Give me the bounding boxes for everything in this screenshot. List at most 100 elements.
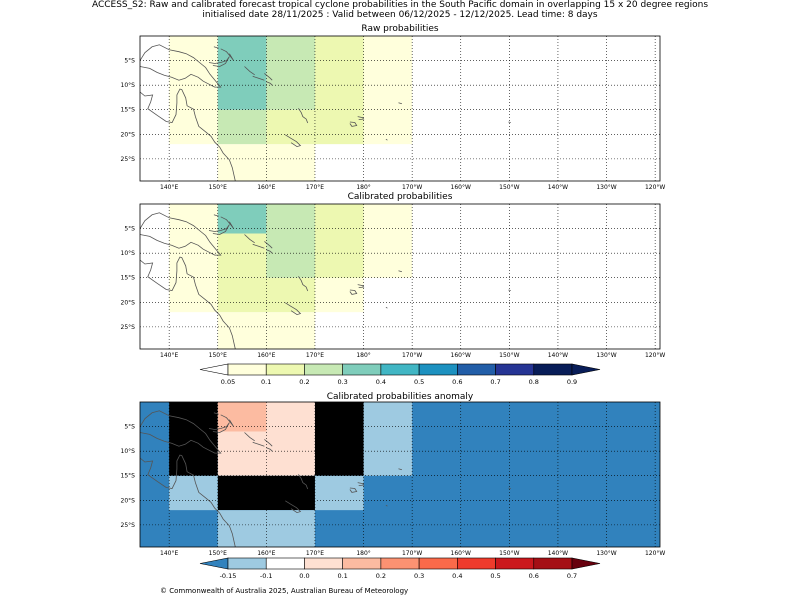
x-tick-label: 150°E [209, 550, 227, 557]
coastline [140, 454, 236, 547]
heatmap-cell [314, 475, 364, 511]
x-tick-label: 170°E [306, 184, 324, 191]
heatmap-cell [169, 475, 218, 511]
coastline [213, 412, 219, 415]
heatmap-cell [314, 402, 364, 476]
coastline [220, 414, 234, 427]
y-tick-label: 10°S [121, 82, 136, 89]
colorbar-tick-label: 0.1 [261, 378, 271, 386]
panel-frame [139, 35, 661, 182]
y-tick-label: 15°S [121, 275, 136, 282]
x-tick-label: 170°E [306, 550, 324, 557]
colorbar-tick-label: 0.2 [299, 378, 309, 386]
x-tick-label: 150°E [209, 352, 227, 359]
heatmap-cell [266, 36, 315, 110]
coastline [208, 422, 230, 433]
x-tick-label: 170°W [402, 184, 422, 191]
panel-frame [139, 203, 661, 350]
x-tick-label: 140°E [160, 184, 178, 191]
map-panel-0: 140°E 150°E 160°E 170°E 180° 170°W 160°W 150°W 1… [121, 35, 665, 191]
x-tick-label: 120°W [645, 352, 665, 359]
heatmap-cell [363, 36, 413, 145]
coastline [349, 487, 358, 493]
coastline [357, 284, 365, 288]
x-tick-label: 140°W [548, 352, 568, 359]
figure-title-line1: ACCESS_S2: Raw and calibrated forecast t… [91, 0, 709, 10]
heatmap-cell [217, 109, 267, 145]
colorbar-probabilities: 0.05 0.1 0.2 0.3 0.4 0.5 0.6 0.7 0.8 0.9 [199, 363, 601, 386]
heatmap-cell [314, 36, 364, 145]
colorbar-segment [342, 363, 382, 376]
colorbar-tick-label: 0.5 [490, 572, 500, 580]
coastline [264, 439, 273, 447]
colorbar-tick-label: 0.6 [452, 378, 462, 386]
coastline [208, 56, 230, 67]
coastline [508, 289, 511, 291]
x-tick-label: 160°W [451, 184, 471, 191]
coastline [285, 500, 302, 514]
colorbar-anomaly: -0.15 -0.1 0.0 0.1 0.2 0.3 0.4 0.5 0.6 0.7 [199, 557, 601, 580]
x-tick-label: 130°W [596, 550, 616, 557]
y-tick-label: 15°S [121, 107, 136, 114]
x-tick-label: 140°E [160, 550, 178, 557]
heatmap-cell [266, 109, 315, 145]
panel-frame [139, 401, 661, 548]
coastline [266, 81, 273, 86]
y-tick-label: 5°S [124, 424, 135, 431]
y-tick-label: 10°S [121, 448, 136, 455]
colorbar-tick-label: 0.0 [299, 572, 309, 580]
colorbar-tick-label: -0.1 [260, 572, 273, 580]
x-tick-label: 140°E [160, 352, 178, 359]
x-tick-label: 140°W [548, 550, 568, 557]
heatmap-cell [217, 36, 267, 110]
x-tick-label: 160°E [257, 184, 275, 191]
x-tick-label: 160°W [451, 352, 471, 359]
y-tick-label: 25°S [121, 522, 136, 529]
coastline [385, 138, 388, 141]
coastline [264, 73, 273, 81]
heatmap-cell [314, 277, 364, 313]
coastline [140, 410, 222, 454]
y-tick-label: 20°S [121, 131, 136, 138]
coastline [398, 468, 403, 471]
y-tick-label: 5°S [124, 58, 135, 65]
colorbar-segment [265, 557, 305, 570]
colorbar-tick-label: 0.4 [452, 572, 462, 580]
x-tick-label: 170°W [402, 550, 422, 557]
colorbar-segment [265, 363, 305, 376]
colorbar-segment [418, 363, 458, 376]
x-tick-label: 160°W [451, 550, 471, 557]
coastline [140, 44, 222, 88]
x-tick-label: 120°W [645, 550, 665, 557]
colorbar-segment [533, 363, 573, 376]
colorbar-over-extension [571, 557, 601, 570]
panel-title-calibrated: Calibrated probabilities [347, 192, 453, 202]
colorbar-tick-label: 0.8 [529, 378, 539, 386]
y-tick-label: 15°S [121, 473, 136, 480]
coastline [220, 216, 234, 229]
x-tick-label: 180° [356, 352, 370, 359]
x-tick-label: 170°W [402, 352, 422, 359]
coastline [213, 214, 219, 217]
x-tick-label: 150°E [209, 184, 227, 191]
colorbar-segment [342, 557, 382, 570]
coastline [208, 224, 230, 235]
coastline [385, 306, 388, 309]
heatmap-cell [314, 204, 364, 278]
colorbar-tick-label: 0.6 [529, 572, 539, 580]
colorbar-tick-label: 0.4 [376, 378, 386, 386]
coastline [140, 88, 236, 181]
coastline [140, 212, 222, 256]
coastline [398, 102, 403, 105]
colorbar-segment [227, 557, 267, 570]
coastline [349, 121, 358, 127]
heatmap-cell [169, 402, 218, 476]
heatmap-cell [363, 402, 413, 476]
coastline [357, 482, 365, 486]
x-tick-label: 130°W [596, 352, 616, 359]
x-tick-label: 150°W [499, 550, 519, 557]
colorbar-tick-label: 0.9 [567, 378, 577, 386]
x-tick-label: 180° [356, 184, 370, 191]
coastline [298, 474, 309, 490]
y-tick-label: 25°S [121, 324, 136, 331]
